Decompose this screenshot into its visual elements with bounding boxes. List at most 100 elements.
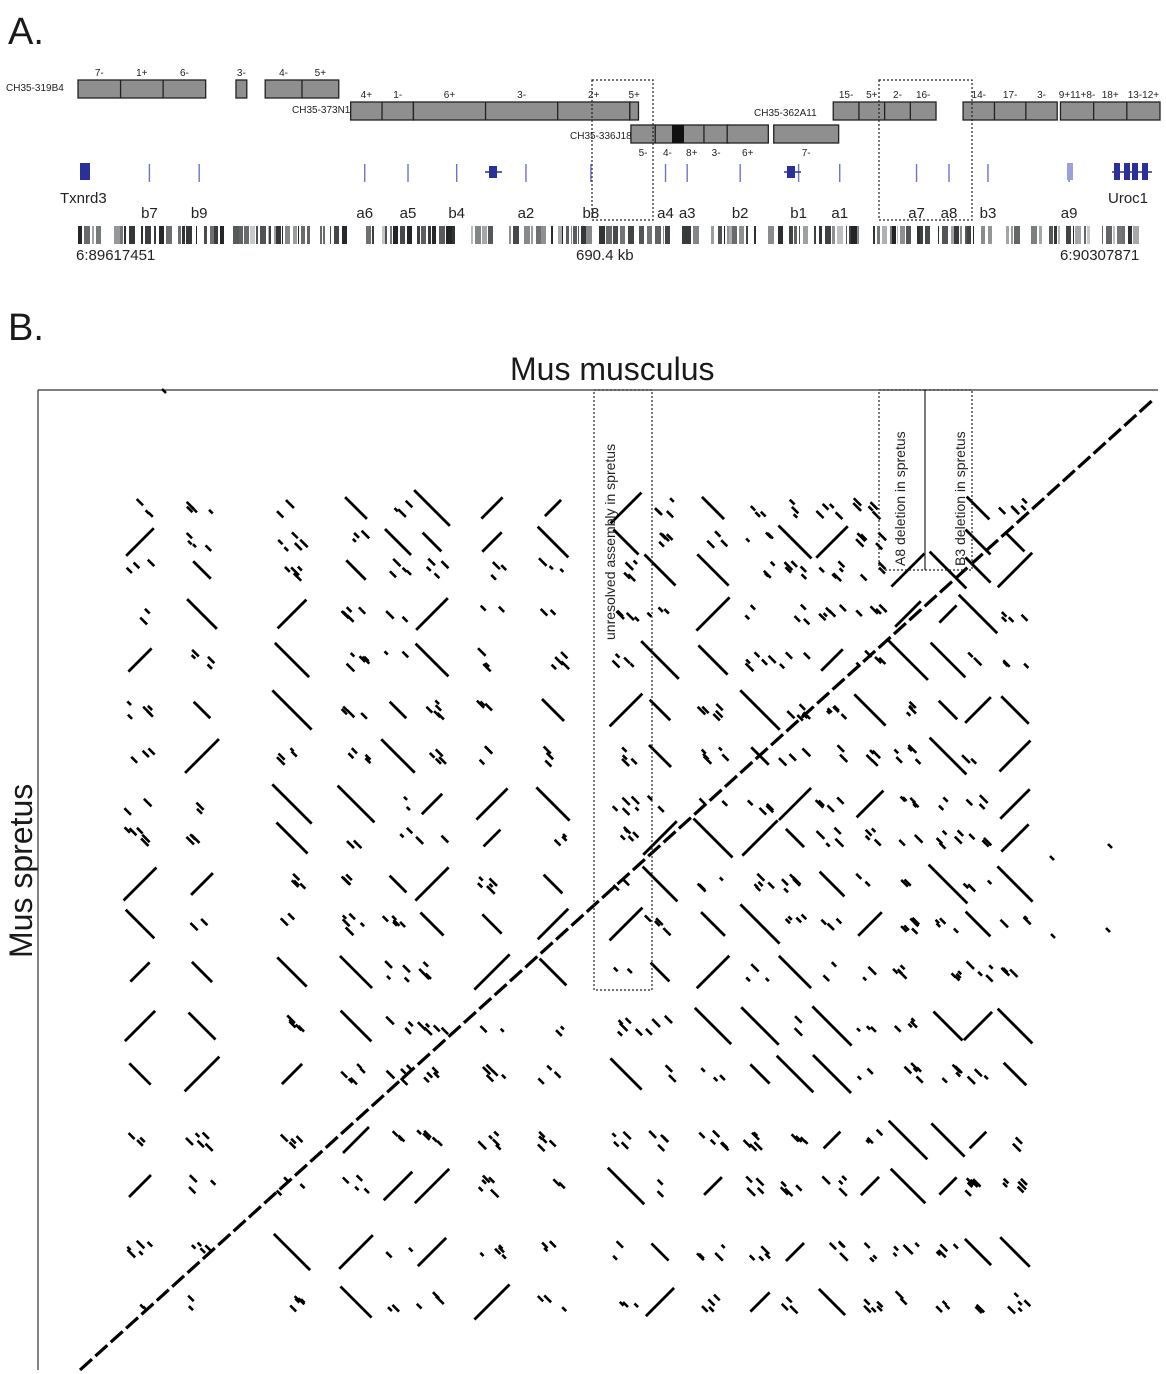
barcode-bar: [298, 226, 299, 244]
dotplot-segment: [1010, 505, 1019, 513]
dotplot-segment: [357, 606, 367, 615]
dotplot-segment: [341, 610, 348, 617]
dotplot-segment: [821, 1175, 831, 1185]
dotplot-segment: [973, 1068, 983, 1078]
dotplot-segment: [614, 653, 621, 659]
dotplot-segment: [837, 560, 846, 569]
dotplot-segment: [289, 1304, 298, 1313]
highlight-box-a4-a3: [591, 79, 654, 221]
dotplot-segment: [1061, 469, 1076, 483]
dotplot-segment: [125, 527, 155, 557]
dotplot-segment: [400, 1068, 407, 1075]
dotplot-segment: [353, 531, 360, 539]
dotplot-segment: [538, 557, 548, 567]
dotplot-segment: [204, 1142, 214, 1152]
dotplot-segment: [125, 566, 133, 574]
barcode-bar: [746, 226, 748, 244]
dotplot-segment: [345, 559, 367, 581]
dotplot-segment: [764, 1252, 771, 1260]
dotplot-segment: [760, 1245, 771, 1255]
dotplot-segment: [815, 510, 825, 519]
dotplot-segment: [696, 1252, 705, 1262]
barcode-bar: [849, 226, 851, 244]
dotplot-segment: [477, 647, 487, 657]
barcode-bar: [573, 226, 577, 244]
dotplot-segment: [701, 705, 710, 714]
dotplot-segment: [811, 1053, 853, 1095]
dotplot-segment: [539, 608, 549, 617]
dotplot-segment: [954, 566, 969, 580]
dotplot-segment: [500, 564, 508, 571]
barcode-bar: [581, 226, 586, 244]
dotplot-segment: [912, 1067, 919, 1073]
barcode-bar: [711, 226, 714, 244]
dotplot-segment: [707, 1298, 716, 1307]
dotplot-segment: [290, 879, 300, 888]
dotplot-segment: [631, 858, 646, 872]
dotplot-segment: [653, 920, 661, 927]
dotplot-segment: [385, 1015, 395, 1026]
barcode-bar: [1133, 226, 1139, 244]
dotplot-segment: [481, 1178, 487, 1185]
dotplot-segment: [389, 1074, 396, 1080]
dotplot-segment: [799, 1136, 807, 1144]
dotplot-segment: [739, 689, 781, 731]
dotplot-segment: [462, 1010, 477, 1025]
dotplot-segment: [665, 533, 674, 541]
barcode-bar: [1031, 226, 1037, 244]
dotplot-segment: [750, 963, 760, 973]
dotplot-segment: [346, 614, 355, 623]
dotplot-segment: [500, 1073, 507, 1080]
dotplot-segment: [832, 572, 843, 583]
barcode-bar: [250, 226, 255, 244]
dotplot-segment: [380, 738, 416, 774]
dotplot-segment: [749, 1291, 771, 1313]
dotplot-segment: [291, 531, 299, 540]
dotplot-segment: [999, 788, 1031, 820]
dotplot-segment: [491, 561, 501, 571]
barcode-bar: [417, 226, 420, 244]
dotplot-segment: [488, 877, 498, 887]
dotplot-segment: [616, 871, 631, 886]
dotplot-segment: [802, 617, 811, 626]
dotplot-segment: [283, 1176, 290, 1184]
dotplot-segment: [864, 834, 871, 841]
dotplot-segment: [141, 833, 151, 844]
dotplot-segment: [790, 560, 798, 568]
dotplot-segment: [820, 918, 828, 926]
dotplot-segment: [784, 918, 791, 925]
dotplot-segment: [1000, 524, 1015, 539]
dotplot-segment: [413, 1167, 451, 1205]
dotplot-segment: [969, 1178, 979, 1188]
dotplot-area: [78, 388, 1153, 1372]
clone-ch35-362a11: CH35-362A11 15- 5+ 2- 16- 14- 17- 3- 9+11+8- 18+ 1…: [754, 90, 1161, 121]
barcode-bar: [1106, 226, 1112, 244]
barcode-bar: [372, 226, 374, 244]
dotplot-segment: [438, 756, 447, 765]
gene-track: [80, 163, 1152, 182]
dotplot-segment: [720, 539, 729, 548]
dotplot-segment: [643, 553, 677, 587]
dotplot-segment: [907, 744, 918, 754]
dotplot-segment: [293, 879, 300, 887]
dotplot-segment: [974, 1305, 983, 1315]
dotplot-segment: [894, 1290, 905, 1300]
dotplot-segment: [875, 542, 884, 551]
dotplot-segment: [930, 1122, 966, 1158]
gene-label-txnrd3: Txnrd3: [60, 190, 107, 207]
barcode-bar: [851, 226, 857, 244]
dotplot-segment: [416, 1236, 448, 1268]
dotplot-segment: [391, 1130, 399, 1138]
dotplot-segment: [617, 1019, 624, 1026]
dotplot-segment: [818, 870, 846, 898]
dotplot-segment: [695, 954, 731, 990]
dotplot-segment: [802, 651, 811, 660]
barcode-bar: [432, 226, 436, 244]
clone-segment-label: 4-: [279, 68, 288, 79]
dotplot-segment: [299, 1183, 306, 1190]
dotplot-segment: [144, 607, 151, 615]
coord-center: 690.4 kb: [576, 247, 634, 264]
dotplot-segment: [278, 1177, 293, 1191]
dotplot-segment: [341, 914, 348, 920]
dotplot-segment: [744, 614, 751, 621]
